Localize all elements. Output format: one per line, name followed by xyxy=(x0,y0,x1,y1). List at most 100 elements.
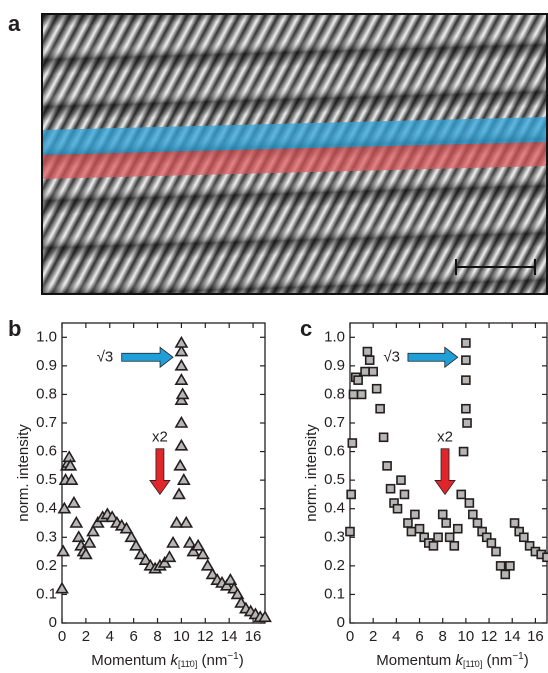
arrow xyxy=(434,448,456,496)
marker xyxy=(172,487,186,500)
marker xyxy=(82,535,97,548)
marker xyxy=(179,515,194,528)
annotation: x2 xyxy=(152,428,168,445)
x-tick-label: 6 xyxy=(129,628,137,645)
marker xyxy=(461,355,471,365)
marker xyxy=(348,389,359,400)
y-tick-label: 0.2 xyxy=(324,557,345,574)
x-tick-label: 4 xyxy=(392,628,400,645)
marker xyxy=(399,489,410,500)
x-tick-label: 6 xyxy=(415,628,423,645)
plot-frame xyxy=(349,322,548,624)
marker xyxy=(196,547,210,560)
marker xyxy=(174,358,189,371)
x-axis-label: Momentum k[11̄0] (nm−1) xyxy=(376,651,528,670)
marker xyxy=(223,573,238,585)
panel-label: c xyxy=(300,316,312,341)
x-axis-label-part: ) xyxy=(239,652,244,669)
plot-frame xyxy=(61,322,266,624)
x-axis-label-part: Momentum xyxy=(91,652,170,669)
y-tick-label: 0.3 xyxy=(324,528,345,545)
marker xyxy=(174,415,189,428)
marker xyxy=(345,526,355,537)
marker xyxy=(169,515,184,528)
marker xyxy=(461,338,471,348)
marker xyxy=(428,541,439,551)
marker xyxy=(486,538,497,548)
marker xyxy=(67,495,81,508)
marker xyxy=(524,541,535,551)
marker xyxy=(176,473,191,485)
marker xyxy=(63,458,78,471)
y-tick-label: 0.8 xyxy=(324,385,345,402)
marker xyxy=(219,578,234,591)
marker xyxy=(371,383,382,394)
x-tick-label: 4 xyxy=(106,628,114,645)
y-tick-label: 0.7 xyxy=(36,414,57,431)
marker xyxy=(414,523,425,534)
x-tick-label: 12 xyxy=(481,628,498,645)
marker xyxy=(495,561,506,571)
marker xyxy=(186,544,201,557)
x-axis-label-part: Momentum xyxy=(376,652,455,669)
marker xyxy=(505,561,515,571)
marker xyxy=(234,595,249,608)
y-tick-label: 0.8 xyxy=(36,385,57,402)
marker xyxy=(129,538,143,551)
x-tick-label: 0 xyxy=(58,628,66,645)
marker xyxy=(175,387,190,400)
scale-bar xyxy=(455,259,536,275)
annotation: √3 xyxy=(97,348,114,365)
marker xyxy=(124,530,139,543)
marker xyxy=(542,552,548,563)
y-tick-label: 0.4 xyxy=(36,500,57,517)
marker xyxy=(382,461,392,471)
marker xyxy=(78,547,93,560)
marker xyxy=(472,518,483,528)
x-tick-label: 16 xyxy=(527,628,544,645)
marker xyxy=(56,544,71,557)
y-tick-label: 0 xyxy=(49,614,57,631)
marker xyxy=(90,515,105,528)
marker xyxy=(174,344,189,357)
marker xyxy=(353,375,363,385)
marker xyxy=(86,524,100,537)
x-axis-label: Momentum k[11̄0] (nm−1) xyxy=(91,651,243,670)
y-tick-label: 0.6 xyxy=(36,443,57,460)
y-tick-label: 0.7 xyxy=(324,414,345,431)
marker xyxy=(461,375,471,385)
y-tick-label: 0 xyxy=(337,614,345,631)
marker xyxy=(509,518,520,528)
marker xyxy=(462,418,472,428)
x-tick-label: 10 xyxy=(458,628,475,645)
marker xyxy=(205,567,220,580)
x-tick-label: 8 xyxy=(439,628,447,645)
marker xyxy=(57,501,72,514)
marker xyxy=(500,569,511,580)
marker xyxy=(174,438,189,451)
y-axis-label: norm. intensity xyxy=(15,424,32,522)
y-tick-label: 0.9 xyxy=(324,357,345,374)
marker xyxy=(464,498,475,508)
marker xyxy=(410,509,420,520)
marker xyxy=(375,403,385,414)
marker xyxy=(166,535,180,548)
marker xyxy=(406,526,417,537)
marker xyxy=(105,510,120,523)
marker xyxy=(456,489,467,500)
marker xyxy=(200,558,215,571)
marker xyxy=(356,389,367,400)
y-tick-label: 0.1 xyxy=(36,585,57,602)
marker xyxy=(378,432,389,443)
y-tick-label: 0.2 xyxy=(36,557,57,574)
y-tick-label: 0.5 xyxy=(324,471,345,488)
marker xyxy=(157,555,172,568)
marker xyxy=(433,532,443,543)
marker xyxy=(441,518,451,528)
x-axis-label-part: [11̄0] xyxy=(463,659,482,669)
annotation: x2 xyxy=(437,428,453,445)
marker xyxy=(461,403,471,414)
y-tick-label: 0.6 xyxy=(324,443,345,460)
marker xyxy=(392,503,403,514)
